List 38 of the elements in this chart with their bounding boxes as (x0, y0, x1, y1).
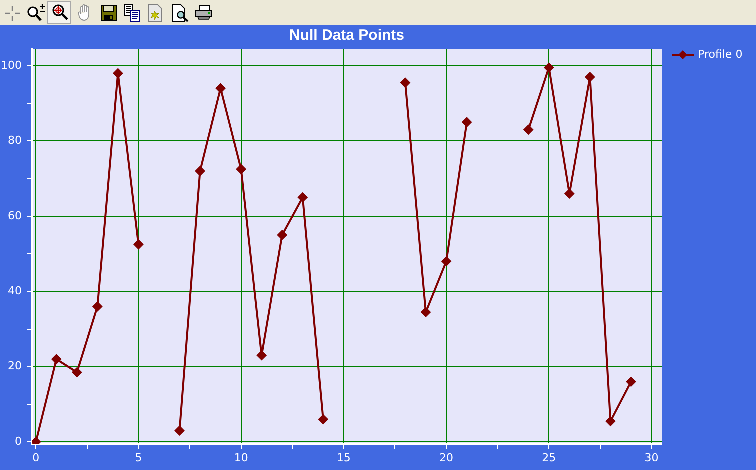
point (421, 307, 432, 318)
chart-title: Null Data Points (289, 27, 405, 44)
point (564, 188, 575, 199)
point (277, 230, 288, 240)
point (174, 426, 185, 436)
point (52, 354, 62, 364)
point (524, 124, 534, 135)
point (626, 376, 636, 387)
legend-label: Profile 0 (698, 48, 743, 61)
point (134, 240, 144, 250)
point (318, 414, 328, 425)
point (216, 84, 226, 94)
point (400, 78, 410, 88)
point (544, 62, 554, 73)
point (462, 117, 472, 128)
point (442, 256, 452, 267)
point (606, 416, 616, 426)
point (236, 164, 246, 174)
point (92, 302, 103, 312)
x-tick-label: 0 (32, 451, 40, 464)
x-tick-label: 25 (542, 451, 556, 464)
x-tick-label: 10 (234, 451, 248, 464)
point (195, 166, 206, 176)
y-tick-label: 40 (8, 284, 22, 298)
point (72, 368, 82, 378)
y-tick-label: 80 (8, 134, 22, 148)
y-tick-label: 20 (8, 360, 22, 373)
x-tick-label: 15 (336, 451, 351, 464)
x-tick-label: 30 (644, 451, 659, 464)
x-tick-label: 5 (135, 451, 142, 464)
y-tick-label: 100 (1, 58, 22, 72)
point (298, 192, 308, 203)
point (585, 72, 596, 82)
x-tick-label: 20 (440, 451, 454, 464)
y-tick-label: 0 (15, 434, 22, 448)
y-tick-label: 60 (8, 209, 22, 222)
point (256, 350, 267, 361)
point (113, 68, 124, 78)
